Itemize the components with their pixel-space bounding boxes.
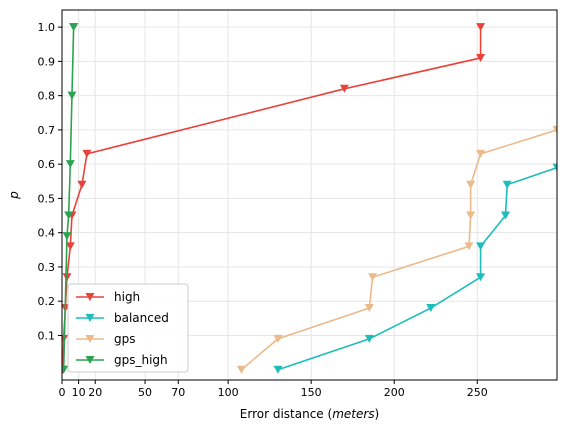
data-point bbox=[62, 232, 72, 241]
data-point bbox=[65, 160, 75, 169]
legend-item-gps: gps bbox=[76, 332, 136, 346]
series-line bbox=[62, 27, 75, 370]
x-tick-label: 0 bbox=[59, 386, 66, 399]
data-point bbox=[236, 365, 246, 374]
legend-swatch-marker bbox=[85, 356, 95, 364]
data-point bbox=[426, 304, 436, 313]
legend-label: high bbox=[114, 290, 140, 304]
data-point bbox=[65, 242, 75, 251]
data-point bbox=[77, 180, 87, 189]
x-axis-label: Error distance (meters) bbox=[240, 407, 379, 421]
y-tick-label: 0.6 bbox=[38, 158, 56, 171]
data-point bbox=[364, 334, 374, 343]
y-tick-label: 0.5 bbox=[38, 192, 56, 205]
plot-frame bbox=[61, 9, 558, 381]
legend-item-balanced: balanced bbox=[76, 311, 169, 325]
series-line bbox=[277, 166, 557, 371]
x-tick-label: 20 bbox=[88, 386, 102, 399]
y-tick-label: 0.1 bbox=[38, 329, 56, 342]
y-tick-label: 0.8 bbox=[38, 90, 56, 103]
legend-label: balanced bbox=[114, 311, 169, 325]
legend-swatch-marker bbox=[85, 314, 95, 322]
series-gps bbox=[236, 125, 557, 374]
data-point bbox=[69, 23, 79, 32]
series-line bbox=[240, 129, 557, 371]
data-point bbox=[364, 304, 374, 313]
data-point bbox=[466, 211, 476, 220]
data-point bbox=[64, 211, 74, 220]
data-point bbox=[502, 180, 512, 189]
y-tick-label: 0.4 bbox=[38, 227, 56, 240]
data-point bbox=[476, 53, 486, 62]
x-tick-label: 150 bbox=[301, 386, 322, 399]
y-axis-label: p bbox=[7, 191, 21, 200]
data-point bbox=[466, 180, 476, 189]
data-point bbox=[339, 84, 349, 93]
x-tick-label: 200 bbox=[384, 386, 405, 399]
x-tick-label: 10 bbox=[72, 386, 86, 399]
legend: high balanced gps gps_high bbox=[67, 283, 189, 373]
y-tick-label: 0.9 bbox=[38, 55, 56, 68]
data-point bbox=[501, 211, 511, 220]
y-tick-label: 0.7 bbox=[38, 124, 56, 137]
data-point bbox=[62, 365, 69, 374]
x-axis-ticks: 0 10 20 50 70 100 150 200 250 bbox=[59, 380, 488, 399]
x-tick-label: 50 bbox=[138, 386, 152, 399]
x-tick-label: 250 bbox=[467, 386, 488, 399]
legend-label: gps_high bbox=[114, 353, 168, 367]
series-gps-high bbox=[62, 23, 79, 374]
legend-swatch-marker bbox=[85, 293, 95, 301]
data-point bbox=[368, 273, 378, 282]
data-point bbox=[273, 334, 283, 343]
legend-box bbox=[67, 283, 189, 373]
data-point bbox=[476, 273, 486, 282]
data-point bbox=[476, 242, 486, 251]
data-point bbox=[552, 163, 557, 172]
series-layer bbox=[62, 23, 557, 374]
data-point bbox=[476, 23, 486, 32]
y-axis-ticks: 0.1 0.2 0.3 0.4 0.5 0.6 0.7 0.8 0.9 1.0 bbox=[38, 21, 62, 342]
legend-item-gps-high: gps_high bbox=[76, 353, 168, 367]
data-point bbox=[62, 273, 72, 282]
data-point bbox=[476, 149, 486, 158]
y-tick-label: 0.2 bbox=[38, 295, 56, 308]
y-tick-label: 0.3 bbox=[38, 261, 56, 274]
data-point bbox=[67, 91, 77, 100]
data-point bbox=[464, 242, 474, 251]
data-point bbox=[273, 365, 283, 374]
y-tick-label: 1.0 bbox=[38, 21, 56, 34]
legend-label: gps bbox=[114, 332, 136, 346]
data-point bbox=[82, 149, 92, 158]
x-tick-label: 70 bbox=[171, 386, 185, 399]
data-point bbox=[552, 125, 557, 134]
x-tick-label: 100 bbox=[218, 386, 239, 399]
series-balanced bbox=[273, 163, 557, 374]
legend-swatch-marker bbox=[85, 335, 95, 343]
legend-item-high: high bbox=[76, 290, 140, 304]
